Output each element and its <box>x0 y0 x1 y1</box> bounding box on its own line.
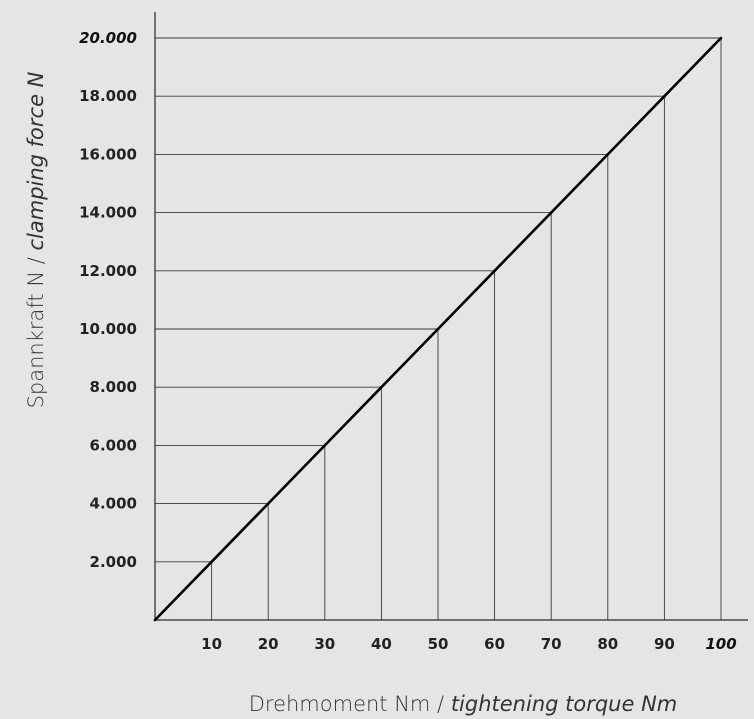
x-tick-label: 80 <box>597 635 618 653</box>
data-point <box>493 269 496 273</box>
data-point <box>153 618 157 622</box>
y-tick-label: 20.000 <box>79 29 137 47</box>
x-tick-label: 90 <box>654 635 675 653</box>
data-point <box>549 211 553 214</box>
x-tick-label: 100 <box>705 635 736 653</box>
y-tick-label: 14.000 <box>79 204 137 222</box>
y-axis-title-english: clamping force N <box>24 71 48 250</box>
data-point <box>266 502 270 505</box>
series-layer <box>153 36 723 622</box>
data-point <box>719 36 723 40</box>
x-tick-label: 20 <box>258 635 279 653</box>
y-tick-label: 6.000 <box>90 436 137 454</box>
x-tick-label: 30 <box>314 635 335 653</box>
axes <box>154 12 748 621</box>
x-axis-title: Drehmoment Nm / tightening torque Nm <box>249 692 678 716</box>
y-axis-title-main: Spannkraft N / <box>24 251 48 409</box>
x-tick-labels: 10 20 30 40 50 60 70 80 90 100 <box>201 635 736 653</box>
data-point <box>606 153 610 156</box>
y-tick-label: 4.000 <box>90 495 137 513</box>
x-tick-label: 40 <box>371 635 392 653</box>
y-tick-label: 12.000 <box>79 262 137 280</box>
x-tick-label: 60 <box>484 635 505 653</box>
x-tick-label: 10 <box>201 635 222 653</box>
x-tick-label: 50 <box>428 635 449 653</box>
y-tick-label: 2.000 <box>90 553 137 571</box>
x-tick-label: 70 <box>541 635 562 653</box>
y-axis-title: Spannkraft N / clamping force N <box>24 71 48 408</box>
data-point <box>436 327 440 331</box>
grid-lines <box>155 37 722 620</box>
data-point <box>323 444 327 447</box>
y-tick-labels: 2.000 4.000 6.000 8.000 10.000 12.000 14.000 16… <box>79 29 137 571</box>
y-tick-label: 10.000 <box>79 320 137 338</box>
data-point <box>210 560 213 564</box>
x-axis-title-english: tightening torque Nm <box>451 692 677 716</box>
y-tick-label: 18.000 <box>79 87 137 105</box>
data-point <box>663 94 666 98</box>
x-axis-title-main: Drehmoment Nm / <box>249 692 451 716</box>
data-point <box>380 385 383 389</box>
y-tick-label: 8.000 <box>90 378 137 396</box>
y-tick-label: 16.000 <box>79 145 137 163</box>
